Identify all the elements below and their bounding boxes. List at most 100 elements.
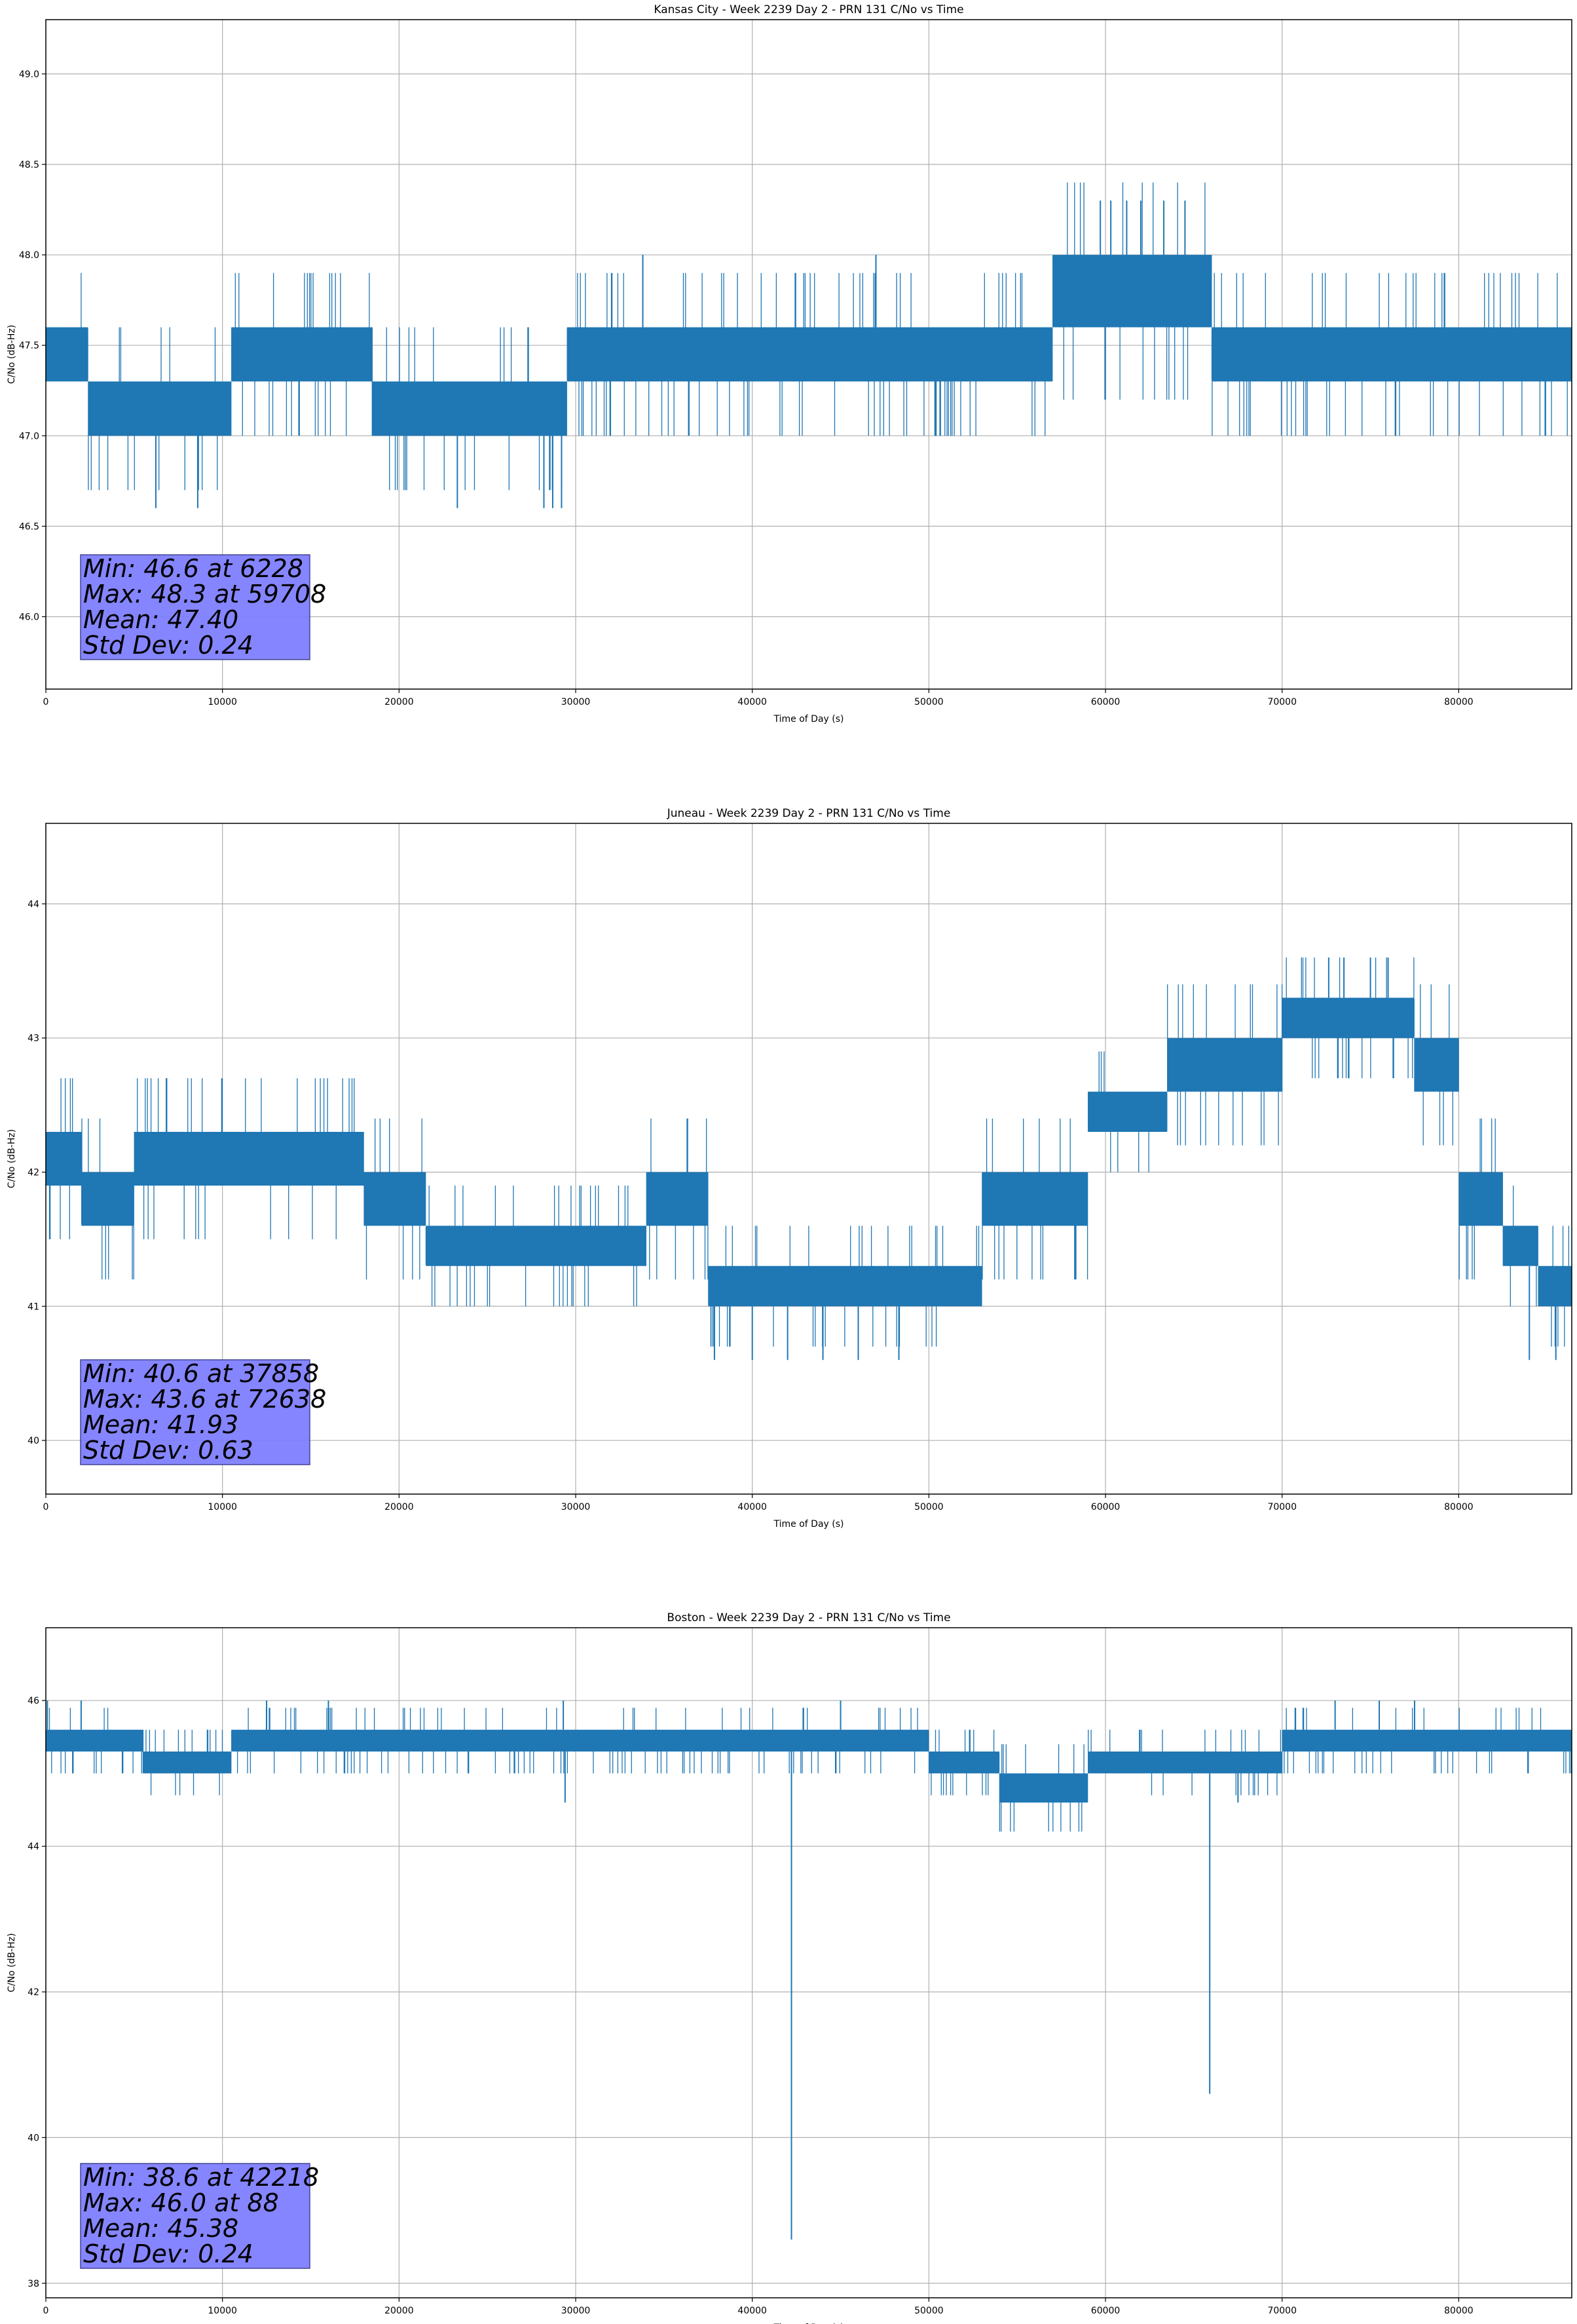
x-tick-label: 30000 — [561, 1502, 591, 1512]
plot-frame — [45, 1627, 1572, 2298]
chart-title: Juneau - Week 2239 Day 2 - PRN 131 C/No … — [667, 807, 951, 820]
x-tick-label: 10000 — [208, 697, 237, 707]
stats-box — [80, 554, 310, 660]
stats-line: Std Dev: 0.24 — [83, 631, 253, 660]
x-tick-label: 70000 — [1267, 1502, 1297, 1512]
series-band — [1088, 1753, 1282, 1772]
plot-frame — [45, 823, 1572, 1495]
x-axis-label: Time of Day (s) — [773, 714, 844, 724]
stats-line: Mean: 47.40 — [83, 605, 238, 634]
series-band — [1502, 1227, 1538, 1265]
chart-panel-2: 0 10000 20000 30000 40000 50000 60000 70000 8000… — [7, 807, 1572, 1529]
y-tick-label: 42 — [28, 1987, 39, 1998]
chart-title: Kansas City - Week 2239 Day 2 - PRN 131 … — [654, 3, 963, 16]
series-band — [1088, 1093, 1168, 1131]
y-tick-label: 43 — [28, 1034, 39, 1044]
series-band — [363, 1173, 426, 1225]
x-tick-label: 70000 — [1267, 2306, 1297, 2316]
y-tick-label: 40 — [28, 2133, 39, 2143]
plot-frame — [45, 19, 1572, 690]
y-tick-label: 40 — [28, 1436, 39, 1446]
x-tick-label: 60000 — [1091, 1502, 1121, 1512]
x-tick-label: 50000 — [914, 2306, 944, 2316]
x-tick-label: 0 — [43, 697, 49, 707]
x-tick-label: 50000 — [914, 1502, 944, 1512]
x-axis-label: Time of Day (s) — [773, 2323, 844, 2324]
y-tick-label: 49.0 — [19, 69, 39, 80]
stats-line: Mean: 41.93 — [83, 1410, 238, 1439]
series-band — [929, 1753, 1000, 1772]
stats-line: Min: 40.6 at 37858 — [83, 1359, 319, 1388]
y-axis-label: C/No (dB-Hz) — [7, 1129, 17, 1188]
series-band — [46, 1133, 81, 1184]
y-tick-label: 48.5 — [19, 160, 39, 170]
x-tick-label: 0 — [43, 1502, 49, 1512]
x-tick-label: 60000 — [1091, 697, 1121, 707]
x-tick-label: 0 — [43, 2306, 49, 2316]
chart-title: Boston - Week 2239 Day 2 - PRN 131 C/No … — [667, 1611, 950, 1624]
series-band — [708, 1267, 982, 1305]
x-tick-label: 10000 — [208, 2306, 237, 2316]
series-band — [46, 328, 88, 381]
stats-line: Min: 46.6 at 6228 — [83, 554, 303, 583]
y-axis-label: C/No (dB-Hz) — [7, 325, 17, 384]
stats-line: Max: 48.3 at 59708 — [83, 580, 326, 609]
series-band — [1538, 1267, 1572, 1305]
x-tick-label: 70000 — [1267, 697, 1297, 707]
series-band — [1414, 1039, 1459, 1091]
series-band — [372, 383, 567, 435]
series-band — [982, 1173, 1088, 1225]
stats-line: Max: 46.0 at 88 — [83, 2188, 279, 2217]
x-tick-label: 80000 — [1444, 2306, 1474, 2316]
x-tick-label: 20000 — [384, 1502, 414, 1512]
series-band — [1282, 999, 1415, 1037]
y-tick-label: 47.0 — [19, 431, 39, 441]
series-band — [1282, 1731, 1572, 1751]
y-tick-label: 47.5 — [19, 341, 39, 351]
x-tick-label: 40000 — [737, 697, 767, 707]
series-band — [81, 1173, 134, 1225]
series-band — [143, 1753, 232, 1772]
y-tick-label: 44 — [28, 1842, 39, 1852]
y-tick-label: 48.0 — [19, 250, 39, 261]
series-band — [1052, 256, 1212, 326]
series-band — [876, 328, 1053, 381]
series-band — [999, 1774, 1088, 1801]
x-tick-label: 40000 — [737, 1502, 767, 1512]
y-tick-label: 46.0 — [19, 612, 39, 623]
x-tick-label: 30000 — [561, 697, 591, 707]
series-trace — [45, 1708, 1572, 1832]
series-band — [1167, 1039, 1282, 1091]
series-band — [46, 1731, 143, 1751]
stats-box — [80, 2163, 310, 2269]
chart-panel-1: 0 10000 20000 30000 40000 50000 60000 70000 8000… — [7, 3, 1572, 724]
x-axis-label: Time of Day (s) — [773, 1519, 844, 1529]
x-tick-label: 80000 — [1444, 1502, 1474, 1512]
x-tick-label: 60000 — [1091, 2306, 1121, 2316]
series-band — [566, 328, 876, 381]
x-tick-label: 40000 — [737, 2306, 767, 2316]
series-band — [134, 1133, 364, 1184]
series-band — [231, 328, 373, 381]
y-tick-label: 44 — [28, 899, 39, 910]
y-tick-label: 46.5 — [19, 521, 39, 532]
stats-line: Mean: 45.38 — [83, 2214, 238, 2243]
stats-line: Max: 43.6 at 72638 — [83, 1385, 326, 1414]
y-tick-label: 42 — [28, 1167, 39, 1178]
series-band — [231, 1731, 929, 1751]
stats-line: Min: 38.6 at 42218 — [83, 2163, 319, 2192]
x-tick-label: 80000 — [1444, 697, 1474, 707]
y-tick-label: 41 — [28, 1302, 39, 1312]
series-band — [1211, 328, 1572, 381]
series-band — [646, 1173, 709, 1225]
x-tick-label: 50000 — [914, 697, 944, 707]
x-tick-label: 10000 — [208, 1502, 237, 1512]
stats-box — [80, 1359, 310, 1465]
x-tick-label: 30000 — [561, 2306, 591, 2316]
series-band — [1458, 1173, 1503, 1225]
stats-line: Std Dev: 0.24 — [83, 2240, 253, 2268]
y-axis-label: C/No (dB-Hz) — [7, 1933, 17, 1992]
chart-panel-3: 0 10000 20000 30000 40000 50000 60000 70000 8000… — [7, 1611, 1572, 2324]
x-tick-label: 20000 — [384, 2306, 414, 2316]
